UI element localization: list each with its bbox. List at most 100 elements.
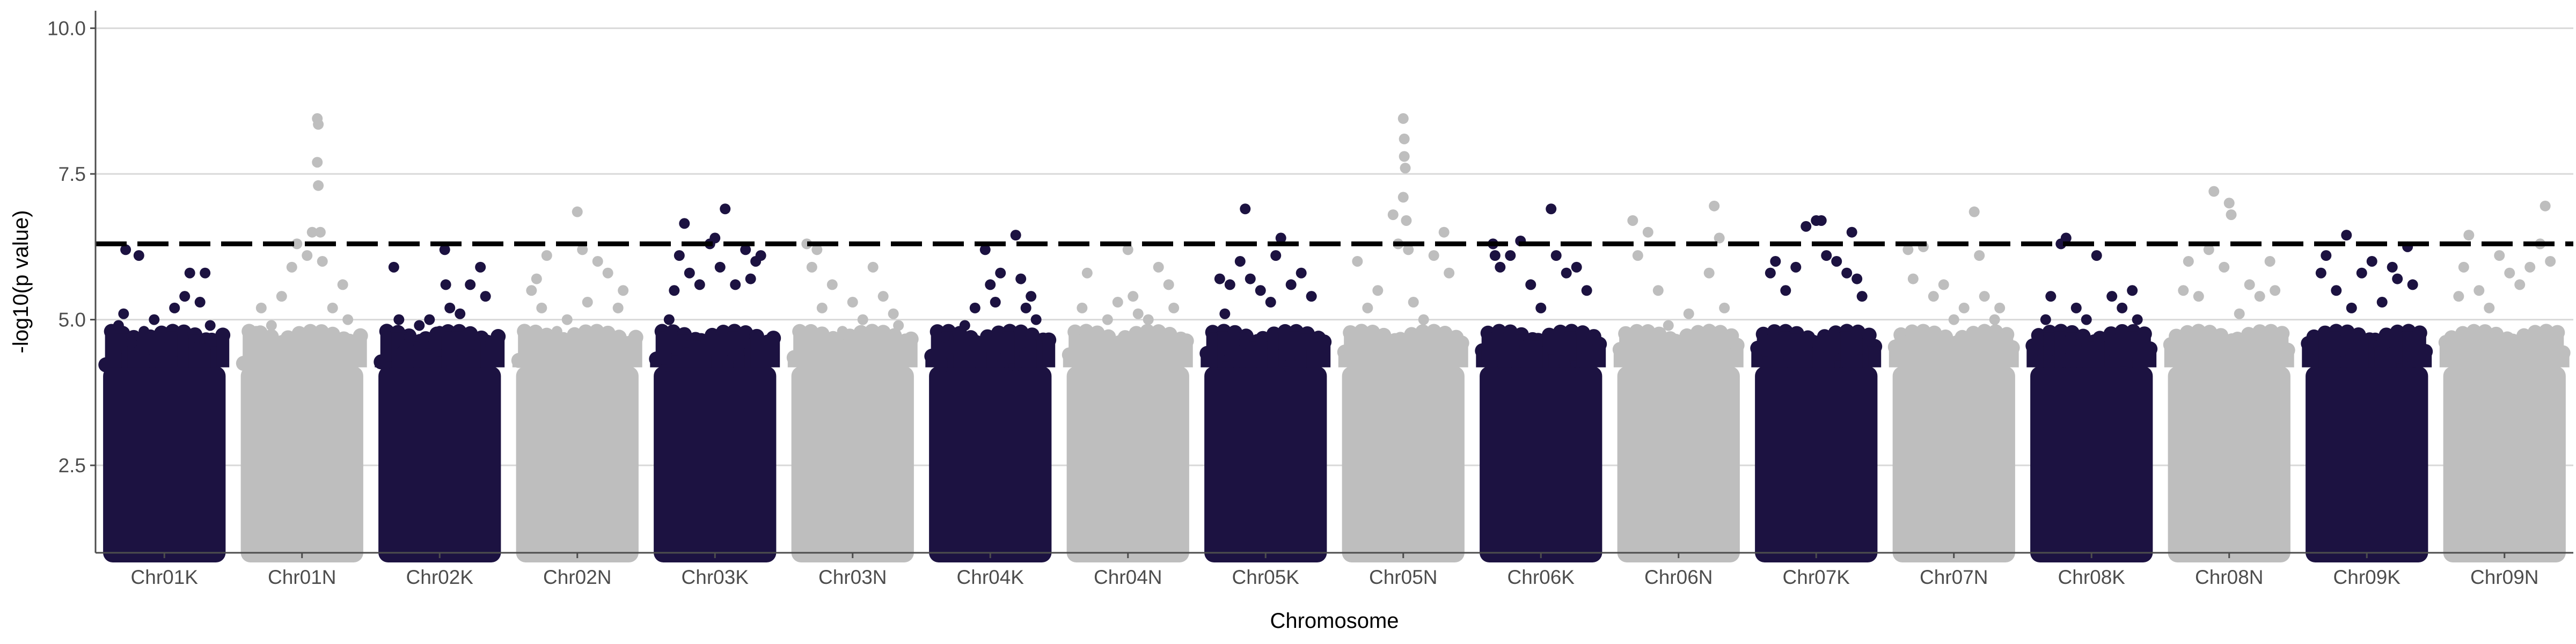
x-tick-label: Chr06N [1644, 566, 1713, 588]
data-point [857, 314, 868, 325]
data-point [1387, 209, 1399, 221]
data-point [1401, 215, 1412, 226]
data-point [1994, 302, 2006, 313]
x-tick-label: Chr06K [1507, 566, 1575, 588]
data-point [969, 302, 980, 313]
data-point [1403, 244, 1414, 255]
chromosome-cloud-Chr01K [103, 366, 226, 562]
data-point [888, 308, 899, 319]
data-point [684, 267, 695, 279]
data-point [2045, 291, 2057, 302]
chromosome-cloud-Chr03K [654, 366, 777, 562]
data-point [1632, 250, 1643, 261]
data-point [312, 157, 323, 168]
data-point [2203, 244, 2214, 255]
data-point [440, 279, 451, 290]
data-point [179, 291, 191, 302]
data-point [526, 285, 537, 296]
data-point [1399, 151, 1410, 162]
chromosome-cloud-Chr06K [1480, 366, 1602, 562]
data-point [337, 279, 348, 290]
chromosome-cloud-Chr09K [2306, 366, 2428, 562]
data-point [2341, 230, 2352, 241]
data-point [1397, 192, 1409, 203]
data-point [255, 302, 267, 313]
data-point [1143, 314, 1154, 325]
data-point [138, 326, 150, 337]
data-point [159, 332, 170, 343]
data-point [2244, 279, 2255, 290]
chromosome-cloud-Chr05K [1204, 366, 1327, 562]
data-point [1770, 255, 1781, 267]
data-point [480, 291, 491, 302]
data-point [388, 261, 399, 273]
chromosome-cloud-Chr08N [2168, 366, 2290, 562]
data-point [1821, 250, 1832, 261]
data-point [1856, 291, 1868, 302]
data-point [2254, 291, 2265, 302]
cloud-edge-fill [2281, 350, 2294, 368]
data-point [826, 279, 838, 290]
data-point [536, 302, 547, 313]
x-tick-label: Chr04K [957, 566, 1024, 588]
data-point [1030, 314, 1042, 325]
data-point [2463, 230, 2475, 241]
data-point [1122, 244, 1133, 255]
data-point [1026, 291, 1037, 302]
x-tick-label: Chr02K [406, 566, 474, 588]
data-point [2117, 302, 2128, 313]
data-point [306, 226, 318, 238]
data-point [120, 244, 131, 255]
data-point [2315, 267, 2326, 279]
cloud-edge-fill [1042, 340, 1056, 368]
data-point [1902, 244, 1914, 255]
data-point [302, 250, 313, 261]
data-point [2096, 332, 2107, 343]
data-point [1816, 215, 1827, 226]
cloud-edge-fill [2006, 347, 2019, 368]
chromosome-cloud-Chr05N [1342, 366, 1465, 562]
y-tick-label: 5.0 [58, 309, 86, 331]
y-tick-labels: 2.5 5.0 7.5 10.0 [47, 18, 96, 477]
data-point [2473, 285, 2485, 296]
data-point [674, 250, 685, 261]
chromosome-cloud-Chr04K [929, 366, 1052, 562]
chromosome-cloud-Chr06N [1617, 366, 1740, 562]
data-point [949, 343, 960, 354]
x-tick-label: Chr01K [131, 566, 199, 588]
cloud-edge-fill [1455, 343, 1468, 368]
data-point [118, 308, 129, 319]
data-point [618, 285, 629, 296]
chromosome-cloud-Chr04N [1066, 366, 1189, 562]
data-point [1968, 206, 1980, 217]
data-point [1245, 273, 1256, 284]
data-point [1020, 302, 1031, 313]
data-point [1505, 250, 1516, 261]
data-point [1938, 279, 1949, 290]
data-point [1703, 267, 1715, 279]
data-point [1683, 308, 1694, 319]
data-point [1831, 255, 1842, 267]
data-point [1642, 226, 1653, 238]
data-point [184, 267, 195, 279]
cloud-edge-fill [629, 337, 642, 368]
data-point [709, 232, 721, 244]
x-tick-label: Chr03K [682, 566, 749, 588]
data-point [1546, 203, 1557, 215]
data-point [327, 302, 338, 313]
data-point [1535, 302, 1547, 313]
data-point [113, 320, 124, 331]
data-point [1790, 261, 1802, 273]
data-point [730, 279, 741, 290]
data-point [2514, 279, 2526, 290]
data-point [169, 302, 180, 313]
data-point [404, 332, 415, 343]
data-point [694, 279, 705, 290]
data-point [847, 297, 858, 308]
data-point [2540, 200, 2551, 211]
data-point [2060, 232, 2072, 244]
data-point [2392, 273, 2403, 284]
data-point [1265, 297, 1276, 308]
data-point [2081, 314, 2092, 325]
data-point [577, 244, 588, 255]
